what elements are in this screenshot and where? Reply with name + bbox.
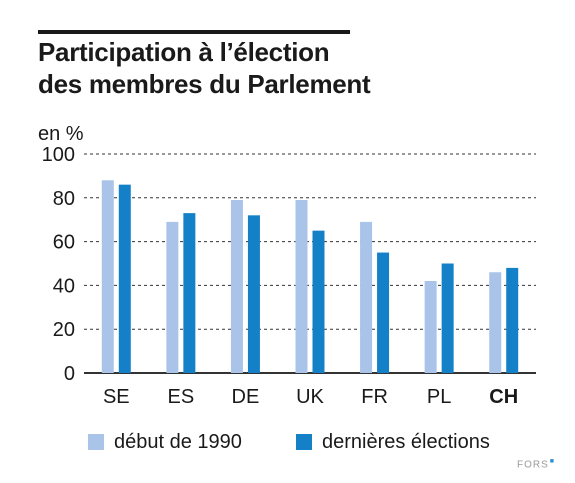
legend-swatch-1990 — [88, 434, 104, 450]
bar-es-series-1 — [166, 221, 179, 373]
y-tick-0: 0 — [64, 363, 75, 385]
bar-ch-series-1 — [489, 272, 502, 373]
fors-logo: FORS■ — [517, 458, 555, 470]
chart-title-line-1: Participation à l’élection — [38, 37, 330, 67]
x-tick-se: SE — [103, 386, 130, 408]
bar-de-series-1 — [230, 199, 243, 373]
bar-es-series-2 — [183, 213, 196, 373]
legend-label-latest: dernières élections — [322, 430, 490, 453]
y-tick-100: 100 — [42, 144, 75, 166]
bar-se-series-1 — [101, 180, 114, 373]
bar-fr-series-1 — [360, 221, 373, 373]
y-tick-80: 80 — [53, 188, 75, 210]
legend-label-1990: début de 1990 — [114, 430, 242, 453]
x-tick-de: DE — [232, 386, 260, 408]
y-tick-20: 20 — [53, 319, 75, 341]
bar-de-series-2 — [247, 215, 260, 373]
bar-ch-series-2 — [506, 267, 519, 373]
bar-uk-series-2 — [312, 230, 325, 373]
y-tick-60: 60 — [53, 232, 75, 254]
bar-uk-series-1 — [295, 199, 308, 373]
legend-swatch-latest — [296, 434, 312, 450]
x-tick-pl: PL — [427, 386, 451, 408]
x-tick-labels: SE ES DE UK FR PL CH — [103, 386, 518, 408]
chart-title-line-2: des membres du Parlement — [38, 69, 371, 99]
fors-logo-text: FORS — [517, 459, 549, 471]
x-tick-uk: UK — [296, 386, 324, 408]
x-tick-ch: CH — [489, 386, 518, 408]
bar-fr-series-2 — [377, 252, 390, 373]
bar-pl-series-1 — [424, 281, 437, 373]
fors-logo-dot: ■ — [549, 458, 556, 465]
legend-item-latest: dernières élections — [296, 430, 490, 454]
legend-item-1990: début de 1990 — [88, 430, 242, 454]
bar-se-series-2 — [118, 184, 131, 373]
y-tick-40: 40 — [53, 275, 75, 297]
x-tick-fr: FR — [361, 386, 388, 408]
gridlines — [84, 153, 536, 374]
chart-title: Participation à l’élection des membres d… — [38, 36, 371, 100]
x-tick-es: ES — [168, 386, 195, 408]
y-axis-label: en % — [38, 123, 84, 145]
bar-pl-series-2 — [441, 263, 454, 373]
y-tick-labels: 0 20 40 60 80 100 — [42, 144, 75, 385]
title-rule — [38, 30, 350, 34]
bars — [101, 180, 519, 373]
